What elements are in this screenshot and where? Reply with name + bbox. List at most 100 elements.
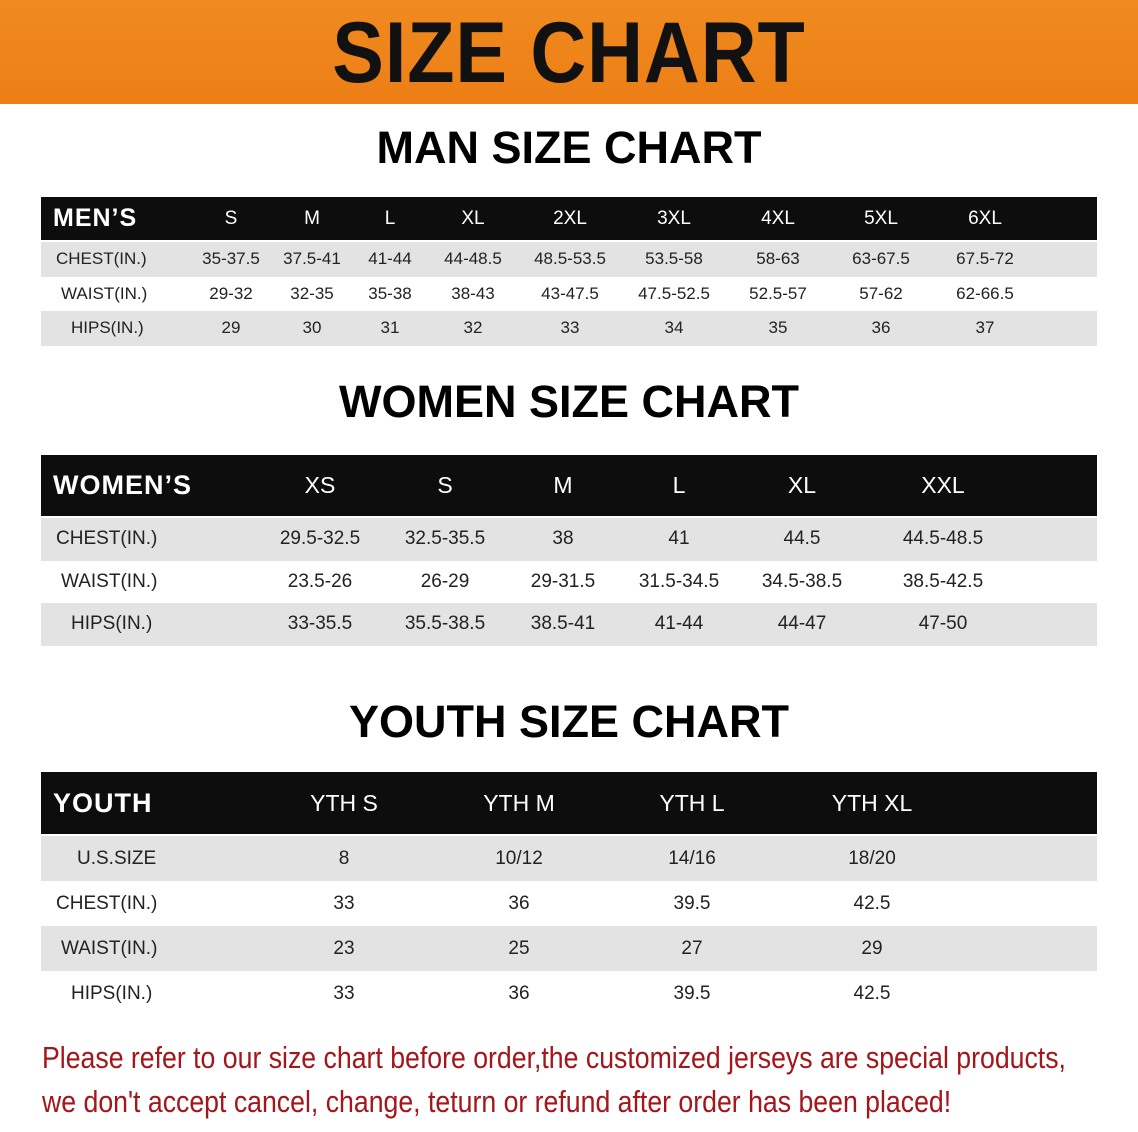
- table-cell: 29-32: [209, 283, 253, 303]
- table-row: HIPS(IN.) 29 30 31 32 33 34 35 36 37: [41, 311, 1097, 346]
- table-cell: 41-44: [654, 613, 704, 635]
- size-header-s: S: [224, 207, 238, 229]
- size-header-l: L: [384, 207, 396, 229]
- table-cell: 36: [508, 982, 530, 1004]
- men-header-row: MEN’S S M L XL 2XL 3XL 4XL 5XL 6XL: [41, 197, 1097, 240]
- table-row: CHEST(IN.) 33 36 39.5 42.5: [41, 881, 1097, 926]
- policy-note-line-1: Please refer to our size chart before or…: [42, 1040, 1066, 1075]
- table-cell: 29.5-32.5: [279, 528, 361, 550]
- table-cell: 37: [975, 318, 995, 338]
- table-cell: 34: [664, 318, 684, 338]
- size-header-yth-s: YTH S: [310, 789, 378, 816]
- men-section-title: MAN SIZE CHART: [376, 122, 762, 173]
- table-cell: 43-47.5: [541, 283, 599, 303]
- table-cell: 44.5-48.5: [902, 528, 984, 550]
- table-cell: 36: [508, 892, 530, 914]
- table-cell: 63-67.5: [852, 249, 910, 269]
- youth-header-label: YOUTH: [53, 787, 153, 818]
- table-cell: 39.5: [673, 892, 711, 914]
- size-header-xs: XS: [304, 472, 336, 498]
- table-cell: 35: [768, 318, 788, 338]
- table-cell: 37.5-41: [283, 249, 341, 269]
- table-cell: 29: [221, 318, 241, 338]
- table-cell: 42.5: [853, 982, 891, 1004]
- table-cell: 36: [871, 318, 891, 338]
- size-header-5xl: 5XL: [864, 207, 898, 229]
- table-cell: 41-44: [368, 249, 412, 269]
- table-cell: 38.5-41: [530, 613, 596, 635]
- table-cell: 29-31.5: [530, 570, 596, 592]
- table-cell: 48.5-53.5: [534, 249, 606, 269]
- table-cell: 29: [861, 937, 883, 959]
- banner: SIZE CHART: [0, 0, 1138, 104]
- table-cell: 41: [668, 528, 690, 550]
- women-section-title: WOMEN SIZE CHART: [339, 376, 799, 427]
- size-header-m: M: [553, 472, 573, 498]
- row-label: HIPS(IN.): [71, 318, 144, 338]
- women-header-row: WOMEN’S XS S M L XL XXL: [41, 455, 1097, 516]
- table-cell: 44-48.5: [444, 249, 502, 269]
- table-cell: 58-63: [756, 249, 800, 269]
- table-cell: 32.5-35.5: [404, 528, 486, 550]
- table-cell: 47-50: [918, 613, 968, 635]
- table-cell: 47.5-52.5: [638, 283, 710, 303]
- table-cell: 33: [333, 892, 355, 914]
- size-header-xl: XL: [461, 207, 485, 229]
- size-header-xl: XL: [787, 472, 817, 498]
- table-cell: 35.5-38.5: [404, 613, 486, 635]
- youth-header-row: YOUTH YTH S YTH M YTH L YTH XL: [41, 772, 1097, 834]
- table-cell: 39.5: [673, 982, 711, 1004]
- table-cell: 32-35: [290, 283, 334, 303]
- table-cell: 10/12: [495, 847, 543, 869]
- size-header-yth-l: YTH L: [659, 789, 725, 816]
- banner-title: SIZE CHART: [332, 5, 806, 101]
- table-cell: 34.5-38.5: [761, 570, 843, 592]
- table-row: WAIST(IN.) 29-32 32-35 35-38 38-43 43-47.5 47.…: [41, 276, 1097, 311]
- size-header-xxl: XXL: [921, 472, 965, 498]
- size-header-2xl: 2XL: [553, 207, 587, 229]
- table-cell: 31.5-34.5: [638, 570, 720, 592]
- table-row: WAIST(IN.) 23.5-26 26-29 29-31.5 31.5-34.5 34…: [41, 560, 1097, 603]
- size-header-yth-xl: YTH XL: [831, 789, 913, 816]
- men-header-label: MEN’S: [53, 204, 138, 232]
- size-header-s: S: [437, 472, 453, 498]
- size-header-l: L: [672, 472, 686, 498]
- table-cell: 57-62: [859, 283, 903, 303]
- table-cell: 67.5-72: [956, 249, 1014, 269]
- table-cell: 44-47: [777, 613, 827, 635]
- size-header-3xl: 3XL: [657, 207, 691, 229]
- table-cell: 32: [463, 318, 483, 338]
- row-label: U.S.SIZE: [77, 847, 157, 869]
- table-cell: 42.5: [853, 892, 891, 914]
- size-header-m: M: [304, 207, 320, 229]
- table-cell: 52.5-57: [749, 283, 807, 303]
- table-cell: 25: [508, 937, 530, 959]
- row-label: WAIST(IN.): [61, 570, 158, 592]
- size-header-4xl: 4XL: [761, 207, 795, 229]
- table-cell: 33: [560, 318, 580, 338]
- table-cell: 23.5-26: [287, 570, 353, 592]
- table-cell: 14/16: [668, 847, 716, 869]
- table-cell: 35-38: [368, 283, 412, 303]
- row-label: CHEST(IN.): [56, 892, 158, 914]
- row-label: WAIST(IN.): [61, 937, 158, 959]
- row-label: CHEST(IN.): [56, 249, 147, 269]
- size-header-6xl: 6XL: [968, 207, 1002, 229]
- table-row: CHEST(IN.) 35-37.5 37.5-41 41-44 44-48.5 48.5…: [41, 242, 1097, 277]
- table-cell: 62-66.5: [956, 283, 1014, 303]
- table-row: HIPS(IN.) 33-35.5 35.5-38.5 38.5-41 41-44 44-…: [41, 603, 1097, 646]
- table-cell: 31: [380, 318, 400, 338]
- table-cell: 27: [681, 937, 703, 959]
- table-cell: 23: [333, 937, 355, 959]
- row-label: WAIST(IN.): [61, 283, 148, 303]
- youth-section-title: YOUTH SIZE CHART: [348, 696, 789, 747]
- table-cell: 38: [552, 528, 574, 550]
- women-header-label: WOMEN’S: [53, 470, 192, 500]
- row-label: HIPS(IN.): [71, 982, 153, 1004]
- table-cell: 35-37.5: [202, 249, 260, 269]
- table-cell: 18/20: [848, 847, 896, 869]
- policy-note: Please refer to our size chart before or…: [42, 1036, 1126, 1124]
- table-cell: 8: [338, 847, 350, 869]
- row-label: CHEST(IN.): [56, 528, 158, 550]
- table-cell: 53.5-58: [645, 249, 703, 269]
